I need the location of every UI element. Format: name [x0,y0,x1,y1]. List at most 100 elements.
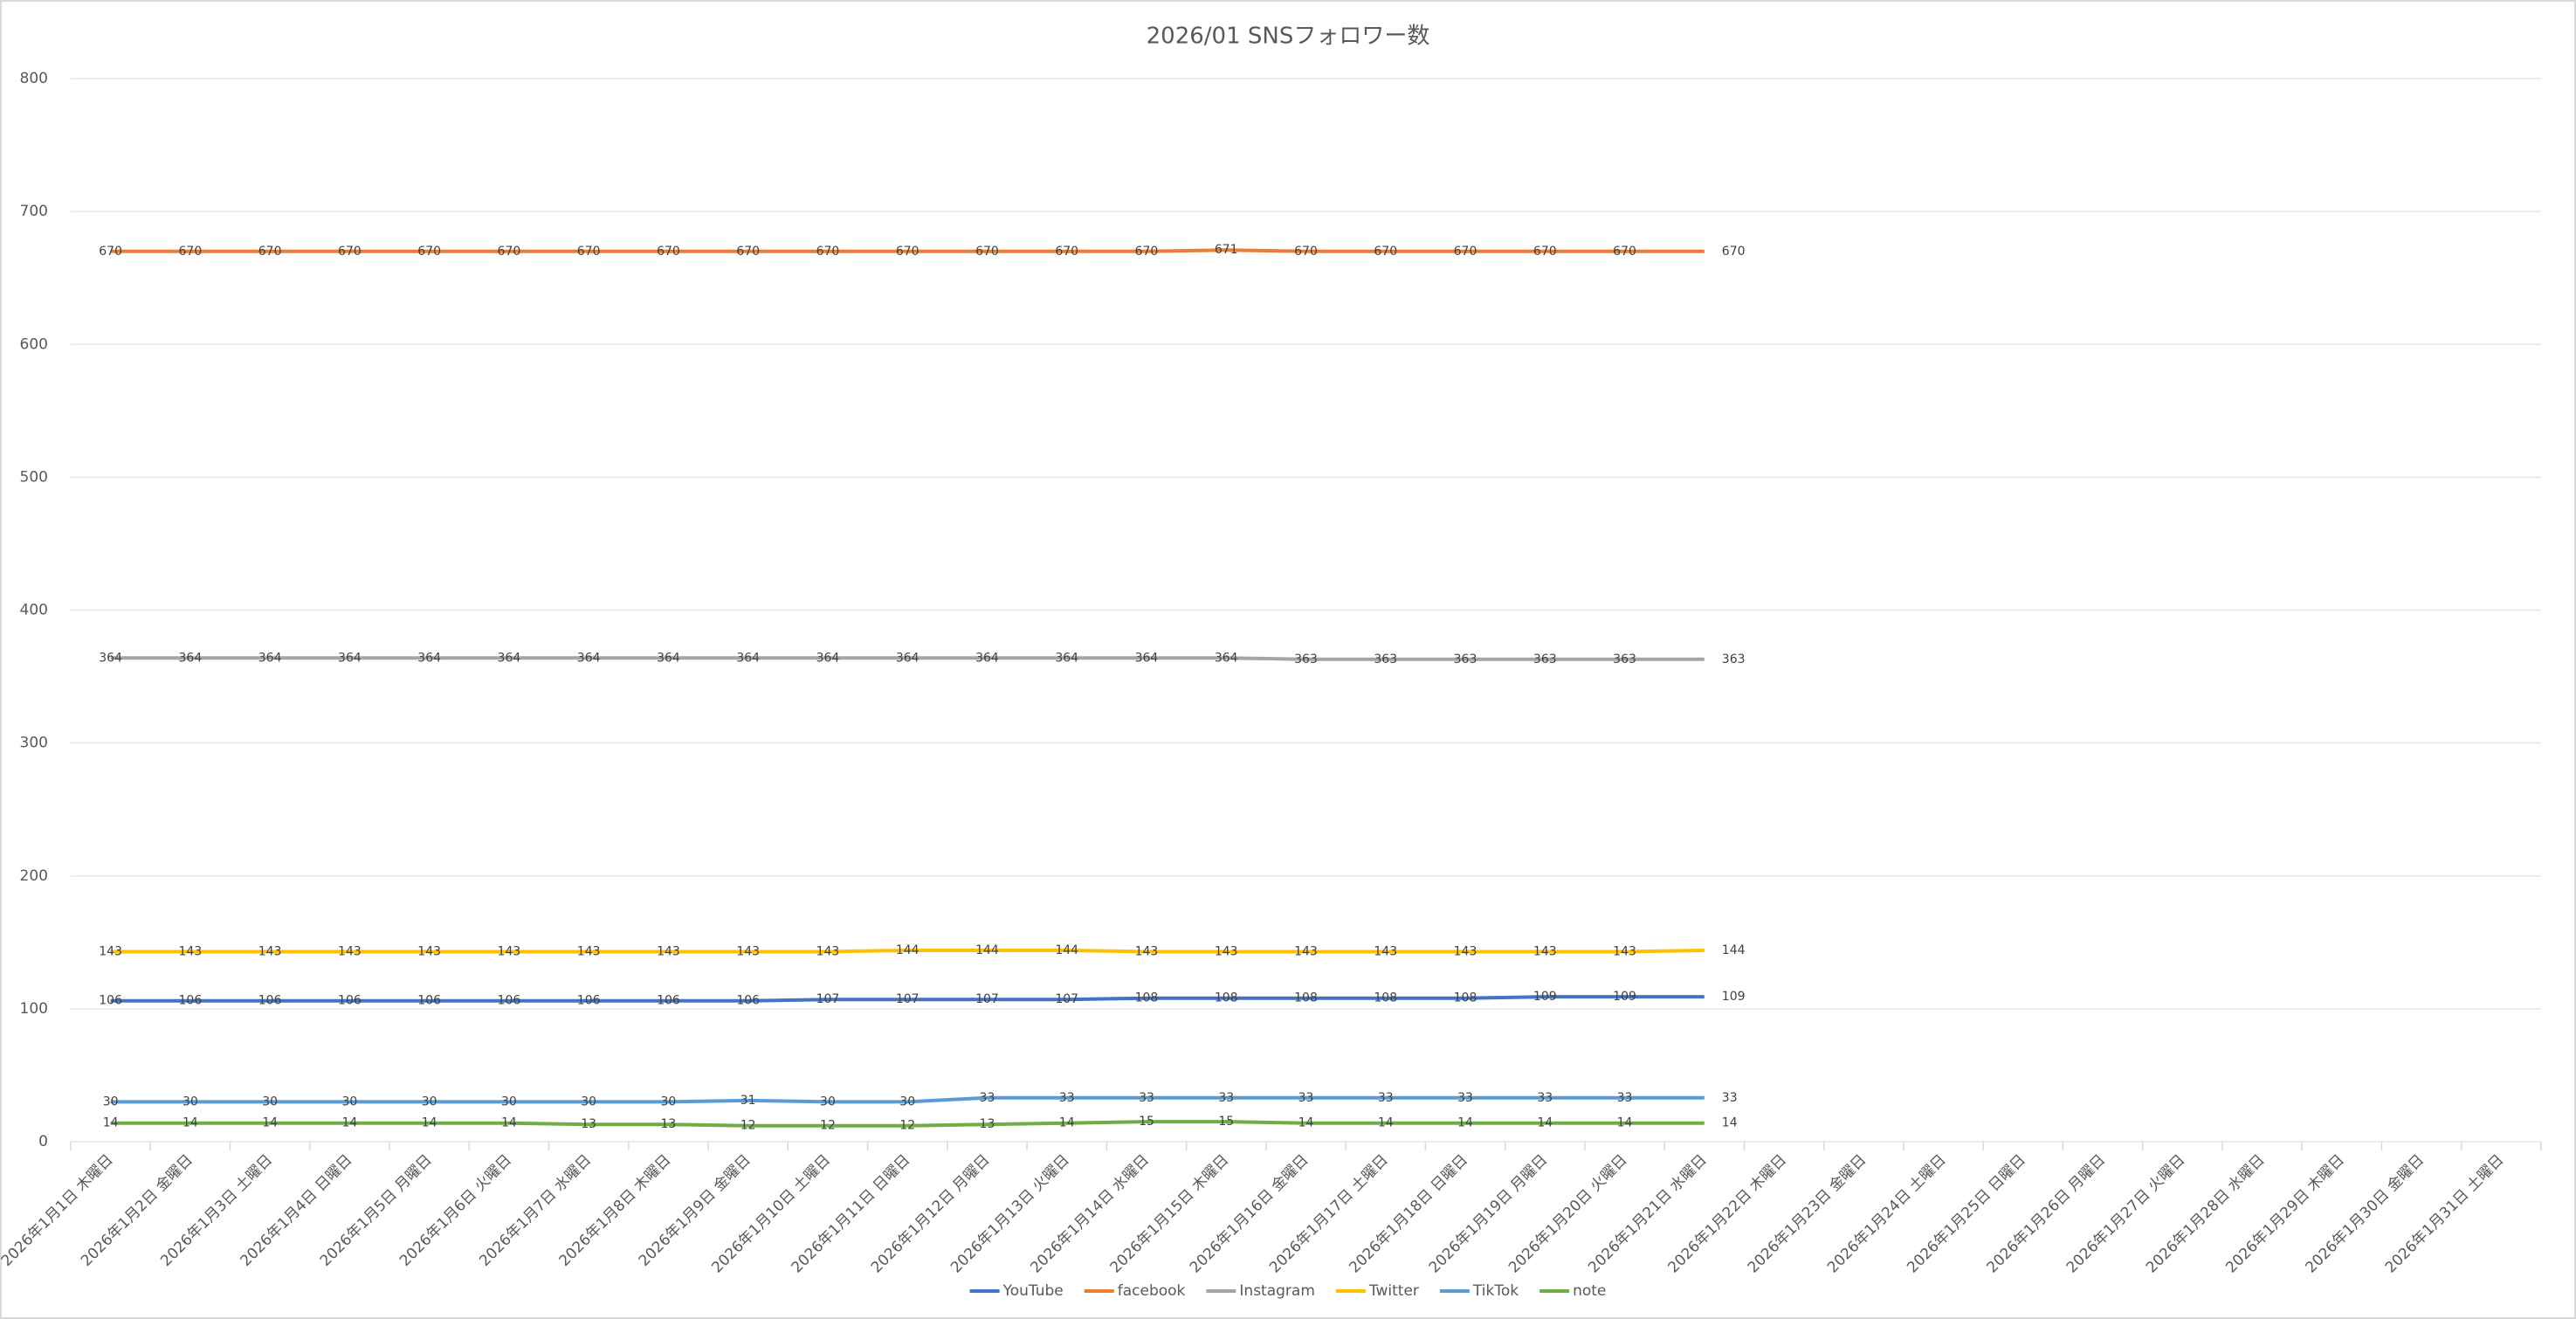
data-label: 106 [179,994,203,1008]
data-label: 12 [740,1119,756,1133]
data-label: 13 [661,1117,677,1131]
line [110,656,1705,661]
data-label: 106 [99,994,122,1008]
data-label: 14 [1722,1116,1738,1130]
data-label: 670 [258,245,282,259]
data-label: 14 [1617,1116,1633,1130]
data-label: 33 [1457,1091,1473,1105]
data-label: 364 [258,651,282,665]
data-label: 30 [183,1095,198,1108]
data-label: 107 [1055,992,1078,1006]
data-label: 143 [1215,944,1238,958]
data-label: 670 [179,245,203,259]
data-label: 364 [498,651,521,665]
data-label: 30 [899,1095,915,1108]
legend-label: facebook [1118,1282,1186,1300]
data-label: 364 [736,651,760,665]
data-label: 144 [1055,943,1078,957]
chart-title: 2026/01 SNSフォロワー数 [1147,24,1430,50]
data-label: 109 [1613,990,1636,1004]
y-tick-label: 200 [20,867,48,885]
data-label: 363 [1533,653,1557,666]
data-label: 30 [581,1095,596,1108]
y-tick-label: 700 [20,203,48,220]
data-label: 106 [736,994,760,1008]
data-label: 670 [99,245,122,259]
data-label: 14 [501,1116,517,1130]
data-label: 14 [422,1116,437,1130]
data-label: 14 [183,1116,198,1130]
y-tick-label: 300 [20,735,48,752]
line [110,1095,1705,1104]
y-tick-label: 0 [38,1133,48,1150]
data-label: 143 [417,944,441,958]
data-label: 108 [1454,991,1477,1005]
data-label: 33 [1218,1091,1234,1105]
data-label: 670 [1533,245,1557,259]
data-label: 143 [1613,944,1636,958]
data-label: 143 [498,944,521,958]
data-label: 12 [820,1119,836,1133]
data-label: 30 [820,1095,836,1108]
legend-label: Twitter [1368,1282,1419,1300]
data-label: 364 [975,651,999,665]
data-label: 144 [1722,943,1746,957]
data-label: 670 [657,245,680,259]
data-label: 106 [417,994,441,1008]
data-label: 106 [498,994,521,1008]
data-label: 14 [1537,1116,1553,1130]
data-label: 143 [1294,944,1318,958]
data-label: 364 [1055,651,1078,665]
data-label: 670 [1454,245,1477,259]
data-label: 670 [1374,245,1397,259]
data-label: 364 [1215,651,1238,665]
y-tick-label: 500 [20,468,48,486]
data-label: 670 [1613,245,1636,259]
data-label: 670 [338,245,362,259]
data-label: 109 [1533,990,1557,1004]
data-label: 670 [1135,245,1159,259]
data-label: 364 [816,651,840,665]
data-label: 143 [258,944,282,958]
data-label: 15 [1139,1115,1154,1129]
data-label: 143 [736,944,760,958]
data-label: 14 [1378,1116,1394,1130]
data-label: 14 [1457,1116,1473,1130]
data-label: 363 [1454,653,1477,666]
data-label: 670 [896,245,920,259]
data-label: 143 [338,944,362,958]
data-label: 108 [1135,991,1159,1005]
y-tick-label: 100 [20,1000,48,1018]
data-label: 143 [179,944,203,958]
line [110,948,1705,954]
legend: YouTube facebook Instagram Twitter TikTok not… [969,1282,1606,1300]
data-label: 30 [501,1095,517,1108]
y-tick-label: 600 [20,335,48,353]
data-label: 33 [1298,1091,1314,1105]
data-label: 143 [1533,944,1557,958]
data-label: 143 [816,944,840,958]
legend-label: TikTok [1472,1282,1519,1300]
data-label: 14 [1298,1116,1314,1130]
data-label: 364 [1135,651,1159,665]
data-label: 363 [1374,653,1397,666]
data-label: 30 [341,1095,357,1108]
data-label: 33 [1059,1091,1075,1105]
data-label: 30 [103,1095,119,1108]
data-label: 670 [816,245,840,259]
data-label: 671 [1215,243,1238,257]
data-label: 364 [417,651,441,665]
data-label: 670 [1722,245,1746,259]
data-label: 14 [103,1116,119,1130]
data-label: 12 [899,1119,915,1133]
data-label: 108 [1374,991,1397,1005]
data-label: 31 [740,1094,756,1108]
data-label: 363 [1722,653,1746,666]
legend-label: note [1573,1282,1606,1300]
data-label: 670 [1294,245,1318,259]
data-label: 143 [1454,944,1477,958]
data-label: 33 [1617,1091,1633,1105]
data-label: 33 [1722,1091,1738,1105]
data-label: 30 [422,1095,437,1108]
data-label: 364 [896,651,920,665]
